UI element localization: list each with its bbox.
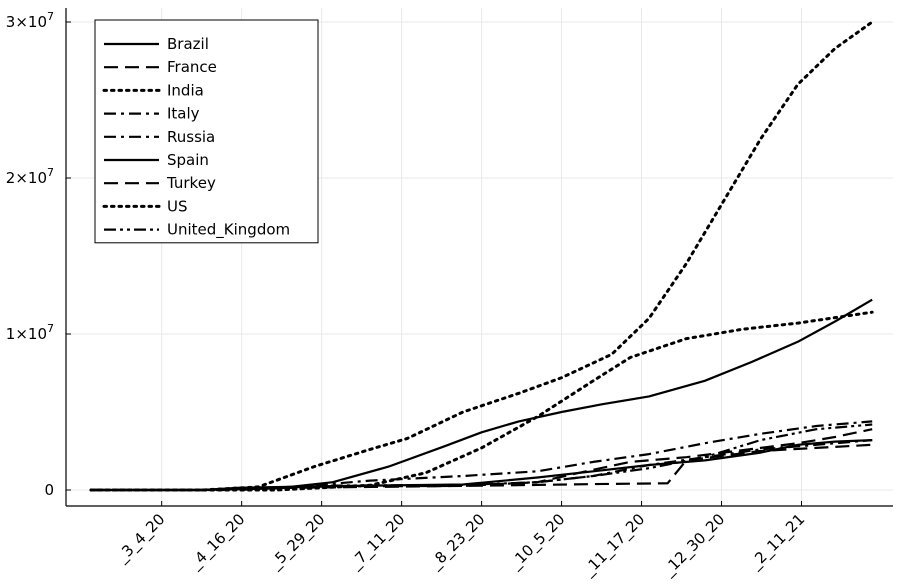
y-tick-labels: 0 1×107 2×107 3×107 xyxy=(6,10,54,499)
series-line-us xyxy=(89,20,874,492)
legend-label: France xyxy=(167,58,217,76)
legend-label: Russia xyxy=(167,128,215,146)
series-line-united-kingdom xyxy=(91,423,873,492)
series-line-russia xyxy=(91,420,873,492)
legend: Brazil France India Italy Russia Spain Turkey U… xyxy=(94,19,319,244)
y-tick-label: 1×107 xyxy=(6,322,54,343)
legend-label: Brazil xyxy=(167,35,209,53)
series-lines xyxy=(89,20,874,492)
series-line-brazil xyxy=(91,298,873,492)
legend-label: US xyxy=(167,197,188,215)
legend-label: United_Kingdom xyxy=(167,221,290,240)
legend-label: India xyxy=(167,81,204,99)
series-line-france xyxy=(91,428,873,492)
legend-label: Turkey xyxy=(166,174,216,192)
legend-box xyxy=(94,19,319,244)
y-tick-label: 2×107 xyxy=(6,166,54,187)
legend-label: Italy xyxy=(167,105,200,123)
y-tick-label: 0 xyxy=(44,481,54,499)
axes xyxy=(65,8,893,507)
legend-label: Spain xyxy=(167,151,209,169)
y-tick-label: 3×107 xyxy=(6,10,54,31)
